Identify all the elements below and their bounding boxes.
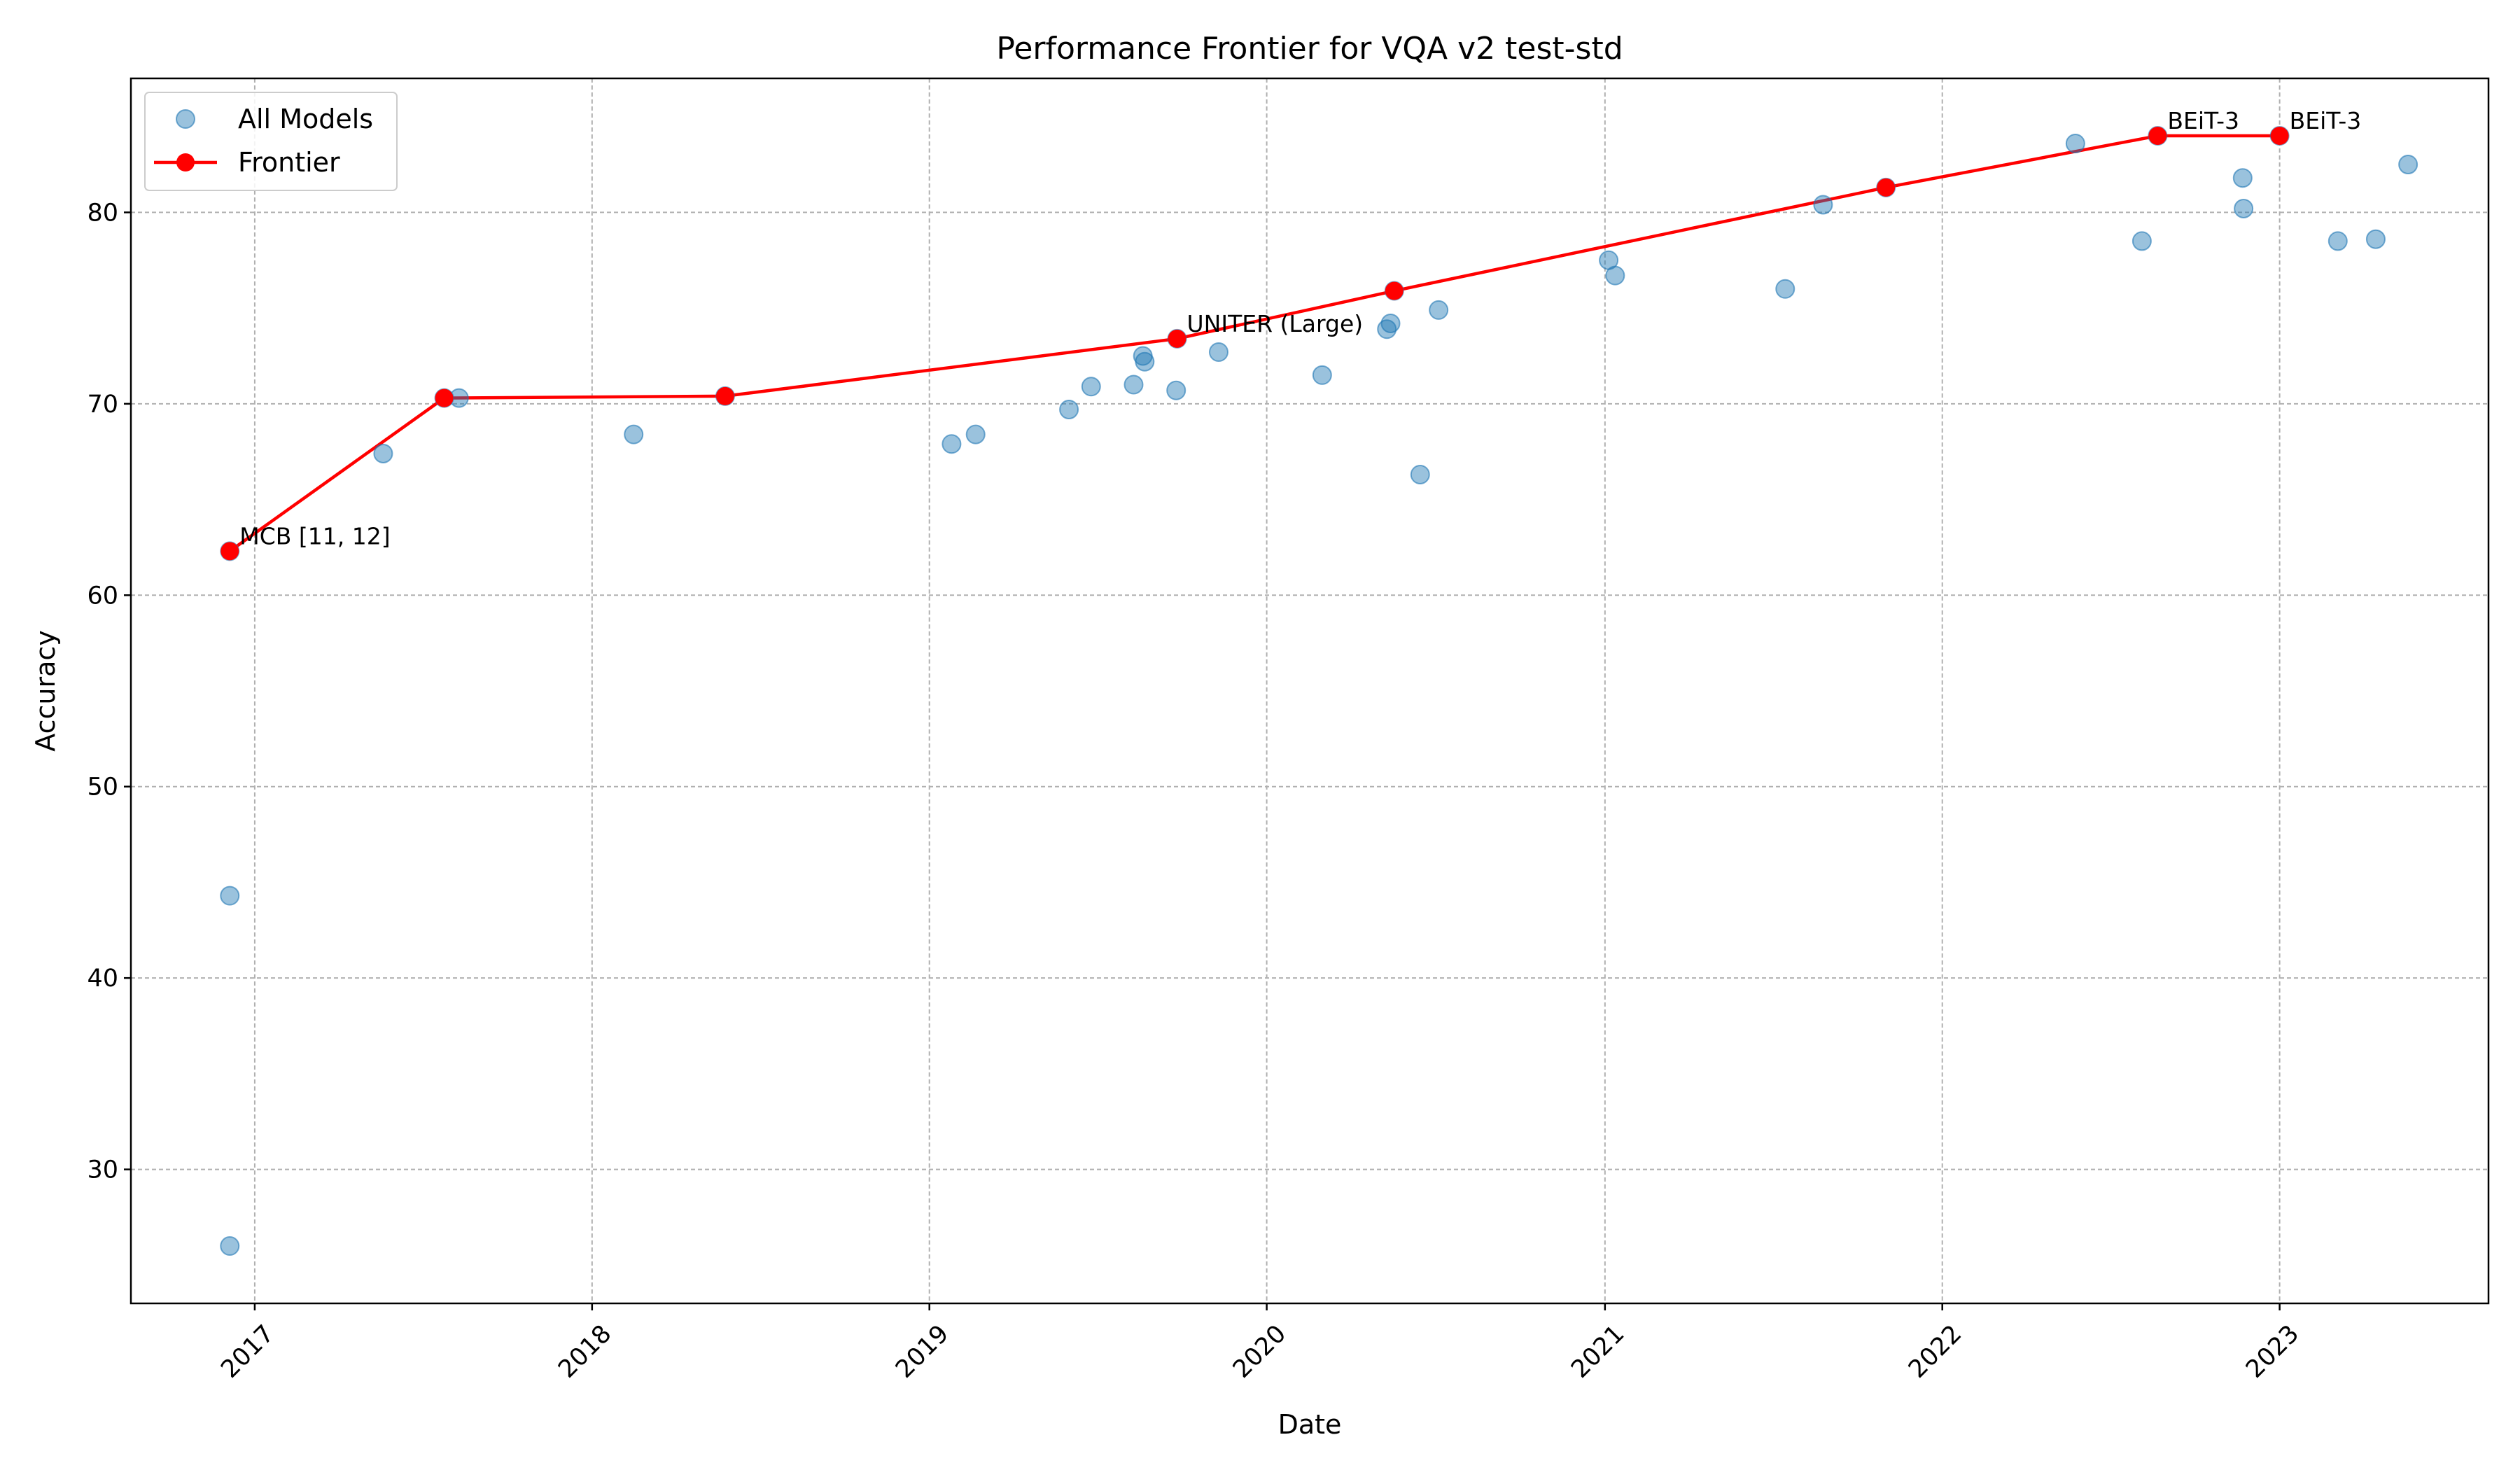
y-tick-label: 40 xyxy=(87,965,118,993)
scatter-point xyxy=(220,886,240,906)
legend-frontier-label: Frontier xyxy=(238,147,340,178)
frontier-line xyxy=(228,134,2280,553)
gridlines xyxy=(131,78,2488,1303)
scatter-point xyxy=(1775,279,1795,299)
scatter-point xyxy=(1166,380,1186,400)
y-tick-label: 50 xyxy=(87,774,118,802)
scatter-point xyxy=(965,424,986,444)
scatter-point xyxy=(1429,300,1449,320)
y-tick-label: 30 xyxy=(87,1156,118,1184)
x-axis-label: Date xyxy=(1278,1409,1342,1440)
scatter-point xyxy=(1410,465,1430,485)
scatter-point xyxy=(1135,351,1155,372)
y-tick-label: 70 xyxy=(87,391,118,419)
legend: All Models Frontier xyxy=(144,92,398,191)
scatter-point xyxy=(2234,198,2254,218)
scatter-point xyxy=(2132,231,2152,251)
scatter-point xyxy=(1605,265,1625,286)
scatter-point xyxy=(2365,229,2386,249)
scatter-point xyxy=(2065,133,2085,153)
scatter-point xyxy=(1081,377,1101,397)
scatter-point xyxy=(1124,374,1144,395)
frontier-point xyxy=(2148,127,2167,146)
frontier-annotation: MCB [11, 12] xyxy=(239,522,390,550)
chart-title: Performance Frontier for VQA v2 test-std xyxy=(996,31,1623,66)
legend-frontier-marker xyxy=(176,153,195,172)
y-tick-label: 80 xyxy=(87,199,118,227)
scatter-point xyxy=(2328,231,2348,251)
frontier-point xyxy=(2270,127,2289,146)
scatter-point xyxy=(1813,195,1833,215)
scatter-point xyxy=(2232,168,2253,188)
frontier-point xyxy=(715,386,734,405)
y-tick-label: 60 xyxy=(87,582,118,610)
frontier-series xyxy=(228,134,2280,553)
scatter-point xyxy=(941,434,962,454)
legend-all-models-marker xyxy=(176,109,195,129)
legend-all-models-label: All Models xyxy=(238,104,373,134)
frontier-point xyxy=(1385,281,1404,300)
frontier-point xyxy=(1877,178,1896,197)
scatter-point xyxy=(1312,365,1332,385)
legend-box xyxy=(144,92,398,191)
frontier-point xyxy=(1168,329,1186,348)
frontier-annotation: BEiT-3 xyxy=(2290,107,2362,134)
scatter-point xyxy=(373,443,393,463)
plot-area-frame xyxy=(130,77,2490,1305)
frontier-point xyxy=(220,542,239,561)
annotations: MCB [11, 12] UNITER (Large) BEiT-3 BEiT-3 xyxy=(239,107,2361,550)
scatter-point xyxy=(1377,319,1397,340)
y-axis-label: Accuracy xyxy=(30,630,61,752)
scatter-point xyxy=(2398,155,2418,175)
frontier-annotation: BEiT-3 xyxy=(2167,107,2239,134)
scatter-point xyxy=(624,424,644,444)
frontier-point xyxy=(435,388,454,407)
scatter-point xyxy=(1380,314,1401,333)
scatter-point xyxy=(1208,342,1228,363)
frontier-points xyxy=(220,127,2289,561)
scatter-point xyxy=(1059,400,1079,420)
scatter-point xyxy=(220,1236,240,1256)
frontier-annotation: UNITER (Large) xyxy=(1187,310,1364,337)
